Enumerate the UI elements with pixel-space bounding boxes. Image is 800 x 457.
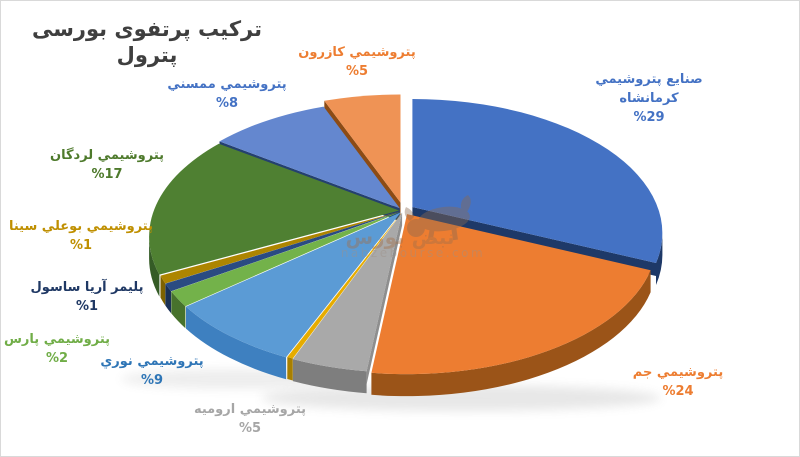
pie-slice[interactable] [186, 212, 401, 358]
pie-slice-side[interactable] [287, 357, 293, 381]
pie-slice[interactable] [412, 99, 663, 263]
bull-logo-icon [404, 195, 471, 241]
pie-slice[interactable] [324, 94, 401, 203]
pie-slice-side[interactable] [292, 359, 367, 394]
pie-slice-side[interactable] [149, 236, 160, 297]
pie-slice[interactable] [165, 211, 401, 292]
pie-slice[interactable] [287, 212, 403, 359]
watermark-fa: نبض بورس [345, 225, 454, 249]
pie-slice[interactable] [171, 211, 401, 307]
pie-slice-side[interactable] [656, 233, 663, 285]
pie-slice-cut-face [366, 212, 403, 385]
pie-slice-side[interactable] [371, 270, 651, 397]
watermark-en: nabzebourse.com [341, 246, 485, 260]
pie-slice[interactable] [149, 143, 400, 275]
pie-slice-side[interactable] [186, 306, 287, 380]
pie-slice-side[interactable] [160, 275, 166, 306]
pie-slice[interactable] [371, 214, 651, 375]
pie-slice[interactable] [219, 106, 400, 209]
pie-slice-side[interactable] [165, 283, 172, 314]
watermark: نبض بورس nabzebourse.com [341, 195, 485, 260]
pie-slice[interactable] [160, 211, 401, 284]
pie-slice[interactable] [292, 212, 403, 372]
page-title: ترکیب پرتفوی بورسی پترول [32, 17, 262, 67]
pie-slice-side[interactable] [171, 291, 186, 329]
